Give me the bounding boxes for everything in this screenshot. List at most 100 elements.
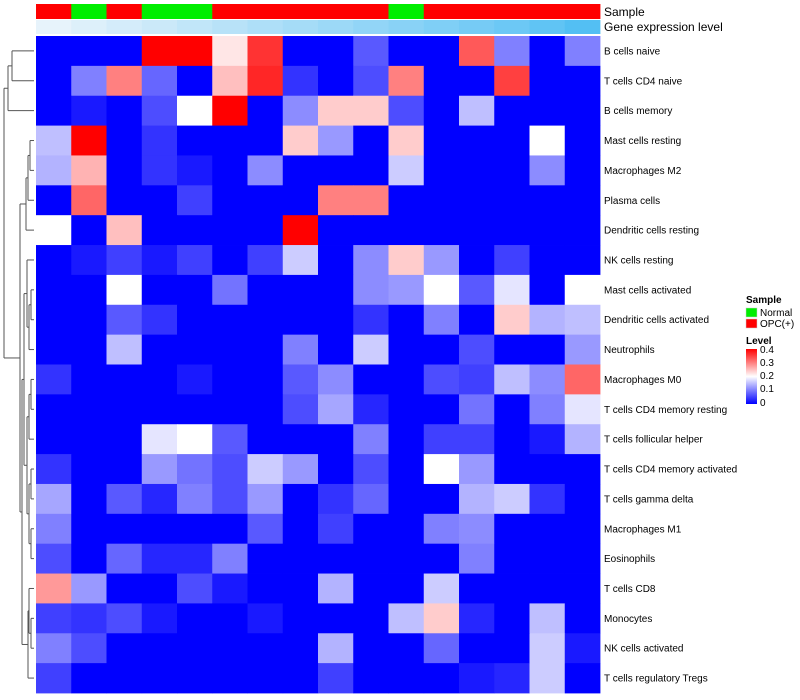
heatmap-cell xyxy=(529,394,566,425)
heatmap-cell xyxy=(459,394,495,425)
heatmap-cell xyxy=(247,334,284,365)
heatmap-cell xyxy=(141,663,178,694)
heatmap-cell xyxy=(529,65,566,97)
heatmap-cell xyxy=(353,633,389,664)
heatmap-cell xyxy=(282,95,319,126)
heatmap-cell xyxy=(388,364,425,395)
expression-annotation-cell xyxy=(71,20,107,34)
sample-annotation-cell xyxy=(141,4,178,19)
heatmap-cell xyxy=(388,95,425,126)
heatmap-cell xyxy=(282,483,319,515)
heatmap-cell xyxy=(177,95,213,126)
heatmap-cell xyxy=(212,513,248,545)
heatmap-cell xyxy=(212,424,248,455)
heatmap-cell xyxy=(353,454,389,485)
heatmap-cell xyxy=(494,304,530,336)
heatmap-cell xyxy=(177,633,213,664)
heatmap-cell xyxy=(564,543,601,574)
heatmap-cell xyxy=(388,424,425,455)
heatmap-cell xyxy=(282,65,319,97)
heatmap-cell xyxy=(564,95,601,126)
heatmap-cell xyxy=(71,633,107,664)
heatmap-cell xyxy=(423,245,460,276)
heatmap-cell xyxy=(494,483,530,515)
heatmap-cell xyxy=(212,364,248,395)
heatmap-cell xyxy=(459,155,495,186)
expression-annotation-bar xyxy=(36,20,601,34)
heatmap-cell xyxy=(141,215,178,246)
sample-annotation-cell xyxy=(36,4,72,19)
row-label: T cells follicular helper xyxy=(604,435,703,446)
heatmap-cell xyxy=(353,543,389,574)
heatmap-cell xyxy=(423,603,460,634)
heatmap-cell xyxy=(36,454,72,485)
heatmap-cell xyxy=(388,304,425,336)
heatmap-cell xyxy=(247,36,284,67)
heatmap-cell xyxy=(353,364,389,395)
heatmap-cell xyxy=(423,36,460,67)
heatmap-cell xyxy=(177,454,213,485)
heatmap-cell xyxy=(212,573,248,604)
heatmap-cell xyxy=(564,663,601,694)
heatmap-cell xyxy=(177,245,213,276)
heatmap-cell xyxy=(71,304,107,336)
heatmap-cell xyxy=(529,483,566,515)
heatmap-cell xyxy=(106,65,143,97)
heatmap-cell xyxy=(212,185,248,216)
heatmap-cell xyxy=(141,633,178,664)
heatmap-cell xyxy=(247,274,284,306)
sample-annotation-cell xyxy=(318,4,354,19)
expression-annotation-cell xyxy=(529,20,566,34)
heatmap-cell xyxy=(36,483,72,515)
heatmap-cell xyxy=(106,125,143,156)
heatmap-cell xyxy=(529,274,566,306)
heatmap-cell xyxy=(282,513,319,545)
legend-sample-title: Sample xyxy=(746,295,782,306)
heatmap-cell xyxy=(212,65,248,97)
heatmap-cell xyxy=(388,633,425,664)
heatmap-cell xyxy=(423,155,460,186)
heatmap-cell xyxy=(71,573,107,604)
heatmap-cell xyxy=(106,36,143,67)
heatmap-cell xyxy=(71,663,107,694)
heatmap-cell xyxy=(247,125,284,156)
heatmap-cell xyxy=(459,483,495,515)
expression-annotation-cell xyxy=(212,20,248,34)
heatmap-cell xyxy=(529,245,566,276)
heatmap-cell xyxy=(177,603,213,634)
heatmap-cell xyxy=(282,304,319,336)
heatmap-cell xyxy=(212,245,248,276)
heatmap-cell xyxy=(388,125,425,156)
heatmap-cell xyxy=(282,394,319,425)
heatmap-cell xyxy=(106,334,143,365)
heatmap-cell xyxy=(141,95,178,126)
sample-annotation-cell xyxy=(423,4,460,19)
heatmap-cell xyxy=(141,424,178,455)
heatmap-cell xyxy=(141,185,178,216)
heatmap-cell xyxy=(318,603,354,634)
heatmap-cell xyxy=(423,573,460,604)
heatmap-cell xyxy=(106,513,143,545)
heatmap-cell xyxy=(318,95,354,126)
heatmap-cell xyxy=(71,454,107,485)
heatmap-cell xyxy=(106,543,143,574)
heatmap-cell xyxy=(564,155,601,186)
heatmap-cell xyxy=(459,663,495,694)
heatmap-cell xyxy=(106,155,143,186)
heatmap-cell xyxy=(353,573,389,604)
heatmap-cell xyxy=(564,513,601,545)
heatmap-cell xyxy=(177,334,213,365)
heatmap-cell xyxy=(282,245,319,276)
heatmap-cell xyxy=(459,95,495,126)
heatmap-cell xyxy=(459,245,495,276)
expression-annotation-cell xyxy=(247,20,284,34)
heatmap-cell xyxy=(247,185,284,216)
heatmap-cell xyxy=(494,454,530,485)
heatmap-cell xyxy=(564,245,601,276)
heatmap-cell xyxy=(177,394,213,425)
sample-annotation-cell xyxy=(529,4,566,19)
heatmap-cell xyxy=(529,573,566,604)
expression-annotation-cell xyxy=(353,20,389,34)
heatmap-cell xyxy=(177,65,213,97)
heatmap-cell xyxy=(36,125,72,156)
